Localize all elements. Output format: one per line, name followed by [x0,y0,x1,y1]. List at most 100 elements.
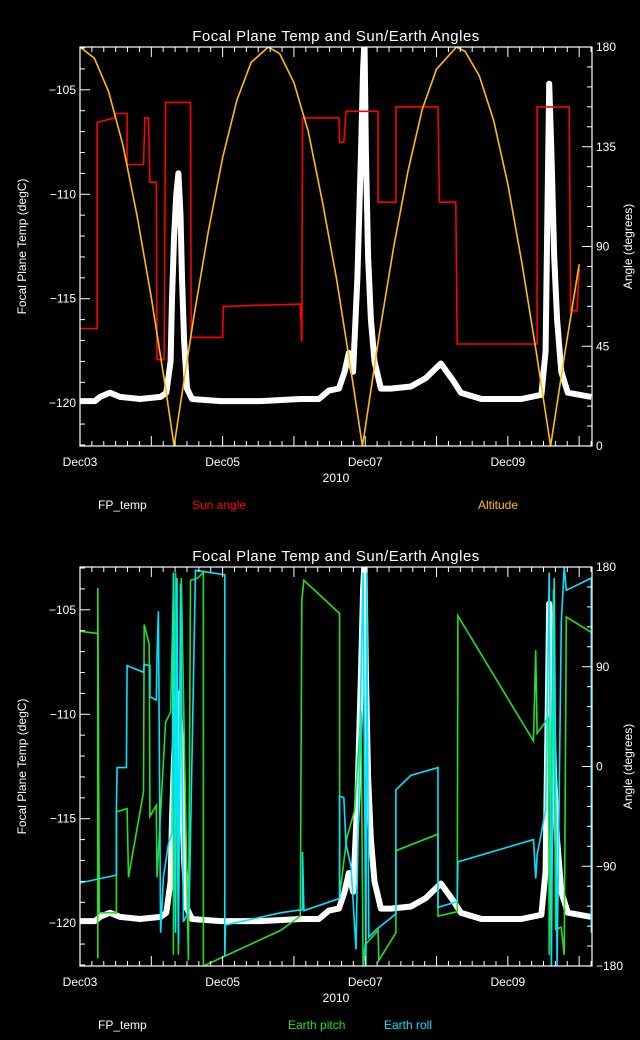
series-fp-temp-marker [544,247,550,253]
series-fp-temp-marker [543,298,549,304]
series-fp-temp-marker [557,867,562,872]
series-fp-temp-marker [173,191,179,197]
series-fp-temp-marker [362,573,368,579]
series-fp-temp-marker [554,310,560,316]
series-fp-temp-marker [367,823,373,829]
y-tick-label: −105 [49,83,76,97]
series-fp-temp-marker [545,198,551,204]
series-fp-temp-marker [351,354,357,360]
series-fp-temp-marker [168,351,174,357]
series-fp-temp-marker [351,340,357,346]
series-fp-temp-marker [178,233,184,239]
series-fp-temp-marker [547,101,553,107]
series-fp-temp-marker [352,846,358,851]
x-tick-label: Dec09 [491,975,526,989]
series-fp-temp-marker [552,261,557,267]
series-fp-temp-marker [359,129,364,135]
y2-tick-label: −90 [596,859,617,873]
series-fp-temp-marker [178,212,183,218]
series-fp-temp-marker [355,774,361,780]
series-fp-temp-marker [548,129,554,135]
series-fp-temp-marker [544,283,549,289]
series-fp-temp-marker [353,297,359,302]
series-fp-temp-marker [545,205,550,211]
series-fp-temp-marker [358,150,364,155]
series-fp-temp-marker [352,838,358,844]
series-fp-temp-marker [352,326,358,331]
series-fp-temp-marker [354,802,360,808]
series-fp-temp-marker [347,356,353,362]
series-fp-temp-marker [364,184,370,190]
series-fp-temp-marker [542,355,548,361]
series-fp-temp-marker [544,212,550,218]
series-fp-temp-marker [365,247,371,253]
series-fp-temp-marker [543,291,549,296]
series-fp-temp-marker [362,567,368,572]
series-fp-temp-marker [547,115,553,121]
legend-entry-earth-roll: Earth roll [384,1018,432,1032]
y-tick-label: −115 [50,292,76,306]
series-fp-temp-marker [553,296,559,302]
y-axis-label: Focal Plane Temp (degC) [15,179,29,315]
series-fp-temp-marker [548,122,553,128]
series-fp-temp-marker [365,254,371,260]
x-tick-label: Dec05 [205,975,240,989]
series-fp-temp-marker [362,47,368,52]
series-fp-temp-marker [368,310,374,316]
series-fp-temp-marker [168,871,174,877]
series-earth-pitch-line [80,570,592,966]
y-tick-label: −110 [50,187,76,201]
series-fp-temp-marker [543,861,549,867]
series-fp-temp-marker [364,219,370,225]
series-fp-temp-marker [367,296,373,302]
series-fp-temp-marker [181,331,187,336]
series-fp-temp-marker [181,338,187,343]
series-fp-temp-marker [371,871,377,877]
series-fp-temp-marker [551,254,557,260]
series-fp-temp-marker [545,150,551,156]
series-fp-temp-marker [363,115,368,121]
series-fp-temp-marker [169,303,175,309]
x-tick-label: Dec03 [63,975,98,989]
series-fp-temp-marker [370,865,376,870]
series-fp-temp-marker [176,697,182,703]
series-fp-temp-marker [545,178,551,184]
series-fp-temp-marker [550,191,555,197]
legend-entry-fp-temp: FP_temp [98,498,147,512]
series-fp-temp-marker [354,275,360,281]
series-fp-temp-marker [182,864,187,870]
y-axis-label: Focal Plane Temp (degC) [15,699,29,835]
series-fp-temp-marker [362,587,368,592]
series-fp-temp-marker [357,177,363,183]
series-fp-temp-marker [544,803,549,809]
series-fp-temp-marker [369,851,375,856]
series-fp-temp-marker [544,262,550,268]
series-fp-temp-marker [169,310,175,316]
series-fp-temp-marker [550,212,556,218]
series-fp-temp-marker [550,198,556,204]
series-fp-temp-marker [553,282,558,288]
series-fp-temp-marker [555,332,561,337]
series-fp-temp-marker [363,150,369,155]
series-fp-temp-marker [546,88,552,93]
series-fp-temp-marker [543,334,549,340]
series-fp-temp-marker [368,830,374,836]
series-fp-temp-marker [543,319,549,325]
series-fp-temp-marker [351,874,357,880]
y2-axis-label: Angle (degrees) [621,724,635,809]
series-fp-temp-marker [370,345,376,350]
series-fp-temp-marker [544,219,550,225]
series-fp-temp-marker [356,205,362,211]
chart-panel-sun-angles: Focal Plane Temp and Sun/Earth Angles Dec… [15,28,635,512]
series-fp-temp-marker [357,184,363,190]
series-fp-temp-marker [362,67,368,72]
series-fp-temp-marker [177,205,183,211]
series-fp-temp-marker [365,261,371,267]
series-fp-temp-marker [170,282,175,288]
series-fp-temp-marker [357,191,363,197]
series-fp-temp-marker [178,746,184,752]
series-fp-temp-marker [353,817,359,822]
series-fp-temp-marker [363,642,369,648]
